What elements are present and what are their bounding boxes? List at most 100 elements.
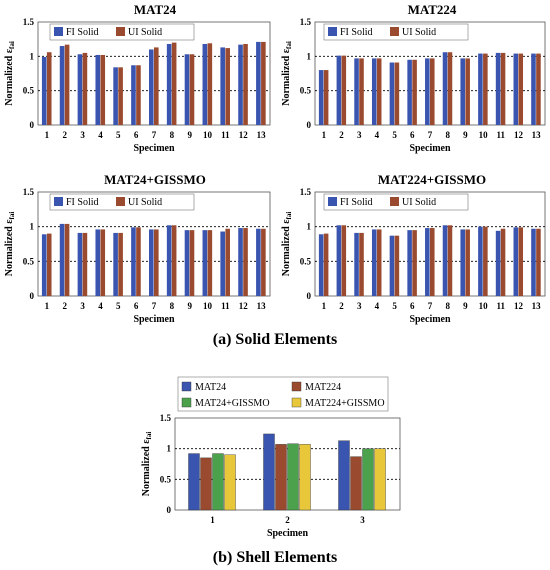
bar-2-specimen-3: [359, 232, 364, 296]
x-tick-label: 5: [392, 130, 397, 140]
section-label-solid: (a) Solid Elements: [213, 331, 337, 348]
x-tick-label: 9: [187, 130, 192, 140]
bar-2-specimen-1: [46, 52, 52, 125]
x-tick-label: 8: [445, 130, 450, 140]
bar-1-specimen-9: [460, 58, 465, 125]
bar-1-specimen-2: [336, 55, 342, 125]
bar-2-specimen-2: [64, 223, 70, 296]
bar-1-specimen-9: [184, 230, 190, 296]
x-tick-label: 7: [428, 130, 433, 140]
bar-2-specimen-8: [447, 225, 453, 296]
bar-1-specimen-12: [513, 227, 519, 296]
bar-1-specimen-1: [188, 453, 200, 511]
x-tick-label: 4: [375, 301, 380, 311]
y-axis-label-subscript: fai: [285, 212, 293, 220]
bar-2-specimen-4: [376, 58, 382, 125]
bar-2-specimen-8: [171, 225, 177, 296]
x-tick-label: 12: [514, 301, 524, 311]
bar-1-specimen-6: [131, 65, 136, 125]
x-tick-label: 9: [187, 301, 192, 311]
y-axis-label: Normalized εfai: [281, 41, 293, 106]
y-axis-label: Normalized εfai: [141, 432, 153, 497]
legend-label: UI Solid: [128, 197, 162, 208]
chart-panel-3: 00.511.51 2 3 4 5 6 7 8 9 10 11 12 13SpecimenNormali…: [4, 172, 271, 325]
legend-label: MAT24: [195, 382, 226, 393]
bar-1-specimen-11: [495, 52, 501, 125]
x-tick-label: 9: [463, 130, 468, 140]
bar-1-specimen-3: [77, 232, 83, 296]
chart-title: MAT224+GISSMO: [378, 172, 486, 187]
y-tick-label: 0: [307, 291, 312, 301]
bar-1-specimen-13: [531, 53, 536, 125]
bar-1-specimen-12: [513, 53, 519, 125]
bar-4-specimen-2: [299, 444, 311, 511]
bar-1-specimen-6: [407, 230, 412, 296]
x-tick-label: 11: [497, 301, 506, 311]
x-tick-label: 1: [322, 130, 327, 140]
x-tick-label: 12: [514, 130, 524, 140]
bar-2-specimen-1: [323, 70, 329, 125]
bar-2-specimen-2: [64, 44, 70, 125]
y-tick-label: 1: [307, 51, 312, 61]
section-label-shell: (b) Shell Elements: [213, 549, 337, 566]
bar-1-specimen-7: [149, 49, 154, 125]
y-axis-label: Normalized εfai: [4, 212, 16, 277]
y-axis-label-subscript: fai: [8, 41, 16, 49]
bar-1-specimen-8: [166, 43, 172, 126]
legend: MAT24 MAT224 MAT24+GISSMO MAT224+GISSMO: [177, 376, 389, 412]
bar-3-specimen-3: [362, 448, 374, 511]
bar-2-specimen-1: [323, 233, 329, 296]
bar-2-specimen-8: [171, 42, 177, 125]
bar-2-specimen-3: [82, 232, 88, 296]
bar-1-specimen-1: [318, 234, 324, 296]
bar-1-specimen-10: [202, 230, 208, 296]
y-tick-label: 1: [30, 51, 35, 61]
bar-2-specimen-3: [350, 456, 362, 511]
legend-swatch: [328, 27, 337, 36]
bar-2-specimen-10: [483, 53, 488, 125]
legend-label: MAT224: [305, 382, 341, 393]
legend: FI Solid UI Solid: [49, 23, 195, 41]
x-tick-label: 13: [257, 301, 267, 311]
bar-2-specimen-10: [207, 43, 213, 125]
legend-label: FI Solid: [340, 27, 373, 38]
bar-1-specimen-5: [389, 62, 395, 125]
bar-1-specimen-10: [478, 226, 483, 296]
x-tick-label: 6: [410, 301, 415, 311]
x-tick-label: 13: [532, 301, 542, 311]
bar-2-specimen-1: [46, 233, 52, 296]
bar-1-specimen-2: [59, 46, 65, 125]
y-tick-label: 1.5: [300, 17, 312, 27]
bar-1-specimen-8: [442, 52, 448, 125]
x-tick-label: 3: [357, 130, 362, 140]
y-tick-label: 0.5: [300, 256, 312, 266]
y-tick-label: 0.5: [23, 256, 35, 266]
bar-1-specimen-5: [113, 67, 118, 125]
legend-swatch: [116, 27, 125, 36]
bar-1-specimen-2: [336, 225, 342, 296]
bar-3-specimen-2: [287, 443, 299, 511]
y-tick-label: 0: [307, 120, 312, 130]
x-tick-label: 10: [203, 130, 213, 140]
bar-1-specimen-1: [318, 70, 324, 125]
x-tick-label: 10: [479, 130, 489, 140]
bar-1-specimen-10: [202, 43, 208, 126]
x-tick-label: 1: [45, 130, 50, 140]
bar-2-specimen-11: [500, 52, 506, 125]
legend-label: UI Solid: [402, 197, 436, 208]
y-tick-label: 1: [307, 222, 312, 232]
bar-2-specimen-9: [189, 54, 195, 126]
bar-2-specimen-2: [275, 444, 287, 511]
x-tick-label: 4: [98, 130, 103, 140]
y-tick-label: 0.5: [160, 474, 172, 484]
legend-label: UI Solid: [128, 27, 162, 38]
charts-group: 00.511.51 2 3 4 5 6 7 8 9 10 11 12 13SpecimenNormali…: [4, 2, 546, 539]
bar-2-specimen-11: [225, 228, 230, 296]
bar-1-specimen-4: [95, 54, 101, 125]
bar-2-specimen-7: [154, 47, 159, 126]
bar-3-specimen-1: [212, 453, 224, 511]
x-axis-label: Specimen: [409, 314, 451, 325]
y-axis-label-subscript: fai: [285, 41, 293, 49]
bar-2-specimen-3: [359, 58, 364, 125]
bar-2-specimen-7: [430, 228, 435, 296]
